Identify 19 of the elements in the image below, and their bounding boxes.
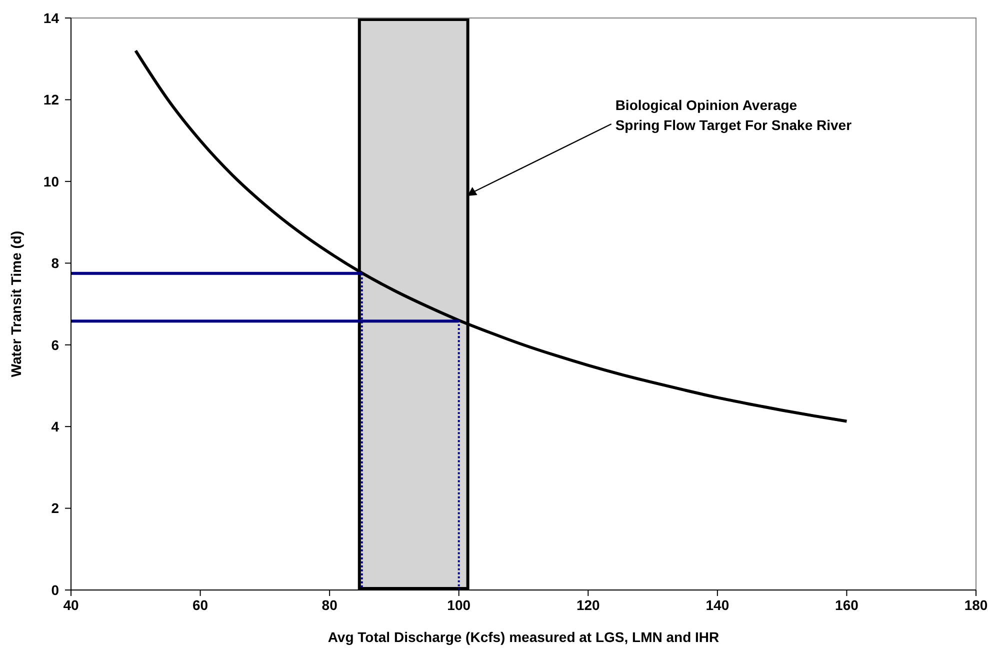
x-tick-label: 60 — [192, 597, 208, 613]
y-tick-label: 12 — [43, 92, 60, 108]
x-tick-label: 40 — [63, 597, 79, 613]
y-tick-label: 8 — [51, 255, 60, 272]
y-tick-label: 0 — [51, 582, 60, 598]
y-axis-title: Water Transit Time (d) — [8, 230, 24, 378]
band-label: Biological Opinion Average Spring Flow Target For Snake River — [615, 97, 852, 133]
x-tick-label: 80 — [322, 597, 338, 613]
x-axis-title: Avg Total Discharge (Kcfs) measured at LGS, LMN and IHR — [328, 629, 720, 645]
y-tick-label: 14 — [43, 10, 60, 26]
x-tick-label: 100 — [447, 597, 471, 613]
y-tick-label: 2 — [51, 500, 60, 516]
x-tick-label: 160 — [835, 597, 859, 613]
y-tick-label: 4 — [51, 418, 60, 434]
x-tick-label: 180 — [964, 597, 988, 613]
x-tick-label: 140 — [706, 597, 730, 613]
x-tick-label: 120 — [576, 597, 600, 613]
y-tick-label: 10 — [43, 173, 60, 190]
y-tick-label: 6 — [51, 336, 60, 353]
